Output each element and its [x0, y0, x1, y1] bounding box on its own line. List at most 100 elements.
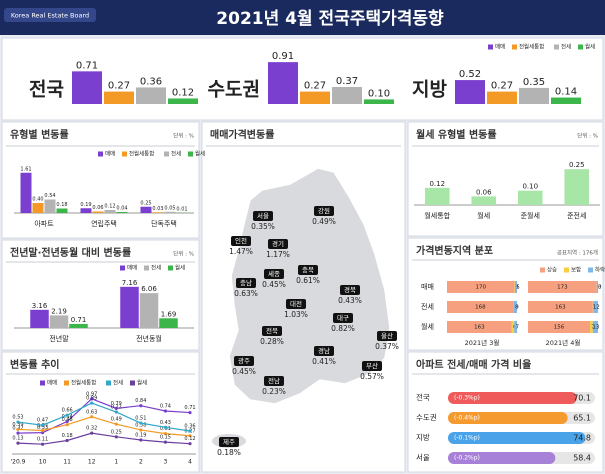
value-label: 2.19	[51, 307, 67, 315]
legend-swatch	[168, 265, 173, 271]
value-label: 0.51	[135, 416, 146, 422]
region-name: 부산	[366, 361, 378, 370]
bar	[69, 323, 88, 328]
region-name: 경남	[318, 346, 330, 355]
bar	[139, 293, 159, 328]
panel-title: 아파트 전세/매매 가격 비율	[416, 358, 531, 371]
legend-label: 월세	[195, 150, 205, 158]
x-tick-label: 1	[114, 459, 118, 466]
region-value: 0.63%	[234, 289, 258, 298]
value-label: 0.19	[80, 202, 91, 208]
value-label: 0.03	[152, 206, 163, 212]
region-tag	[340, 285, 360, 295]
value-label: 0.15	[160, 435, 171, 441]
segment-label: 168	[475, 305, 486, 311]
segment	[447, 301, 514, 313]
region-value: 0.41%	[312, 357, 336, 366]
segment-label: 7	[515, 325, 519, 331]
panel	[1, 239, 200, 351]
logo-box	[4, 8, 96, 22]
value-label: 0.10	[368, 88, 390, 99]
category-label: 준월세	[521, 211, 540, 220]
point	[65, 413, 69, 417]
legend-swatch	[120, 265, 125, 271]
legend-swatch	[130, 380, 135, 386]
point	[163, 440, 168, 444]
x-tick-label: 11	[63, 459, 71, 466]
region-value: 0.61%	[296, 276, 320, 285]
bar	[364, 99, 394, 104]
region-value: 0.49%	[312, 217, 336, 226]
bar	[551, 97, 581, 104]
value-label: 7.16	[122, 279, 138, 287]
value-label: 0.18	[56, 202, 67, 208]
region-name: 충북	[302, 265, 314, 274]
bar	[140, 206, 152, 213]
value-label: 0.36	[184, 424, 195, 430]
segment-label: 13	[592, 325, 599, 331]
point	[90, 401, 94, 405]
segment-label: 0	[515, 305, 519, 311]
segment	[513, 301, 517, 313]
x-tick-label: 3	[164, 459, 168, 466]
segment-label: 8	[515, 305, 519, 311]
category-label: 아파트	[34, 219, 54, 228]
region-value: 1.17%	[266, 250, 290, 259]
value-label: 0.91	[272, 51, 294, 62]
legend-label: 전세	[113, 379, 123, 387]
region-value: 0.43%	[338, 296, 362, 305]
region-tag	[219, 437, 239, 447]
segment-label: 3	[598, 285, 602, 291]
value-label: 0.04	[116, 206, 127, 212]
value-label: 0.06	[476, 188, 492, 196]
segment-label: 156	[554, 325, 565, 331]
point	[65, 423, 69, 427]
panel-title: 유형별 변동률	[10, 128, 69, 141]
bar	[104, 91, 134, 104]
bar	[332, 86, 362, 104]
point	[16, 441, 20, 445]
region-name: 강원	[318, 206, 330, 215]
point	[40, 442, 45, 446]
value-label: 1.69	[161, 310, 177, 318]
legend-swatch	[164, 151, 169, 157]
value-label: 0.71	[71, 316, 87, 324]
category-label: 월세	[477, 211, 490, 220]
page-title: 2021년 4월 전국주택가격동향	[216, 8, 444, 29]
value-label: 0.71	[76, 60, 98, 71]
series-line	[17, 432, 191, 445]
region-label: 전국	[29, 79, 64, 101]
value-label: 0.72	[111, 405, 122, 411]
value-label: 0.66	[62, 408, 73, 414]
bar	[20, 172, 32, 213]
point	[163, 409, 168, 413]
bar	[152, 212, 164, 213]
segment	[447, 281, 515, 293]
point	[188, 434, 192, 438]
group-label: 2021년 4월	[546, 338, 581, 347]
legend-swatch	[554, 44, 559, 50]
value-label: 0.06	[92, 205, 103, 211]
region-label: 지방	[412, 79, 447, 101]
value-label: 0.12	[172, 87, 194, 98]
value-label: 0.48	[62, 417, 73, 423]
value-label: 6.06	[141, 285, 157, 293]
value-label: 0.27	[491, 81, 513, 92]
change-label: (-0.1%p)	[454, 435, 480, 442]
value-label: 0.49	[111, 417, 122, 423]
value-label: 0.89	[86, 396, 97, 402]
region-value: 0.45%	[262, 280, 286, 289]
value-label: 0.18	[62, 433, 73, 439]
value-label: 0.31	[160, 426, 171, 432]
region-name: 제주	[223, 438, 235, 446]
legend-swatch	[588, 267, 593, 273]
point	[163, 432, 168, 436]
segment-label: 0	[598, 285, 602, 291]
region-value: 0.45%	[232, 367, 256, 376]
region-value: 0.35%	[251, 222, 275, 231]
legend-label: 매매	[47, 379, 57, 387]
unit: 단위 : %	[173, 132, 194, 140]
region-tag	[314, 346, 334, 356]
value-label: 0.12	[429, 180, 445, 188]
bar	[49, 315, 69, 328]
